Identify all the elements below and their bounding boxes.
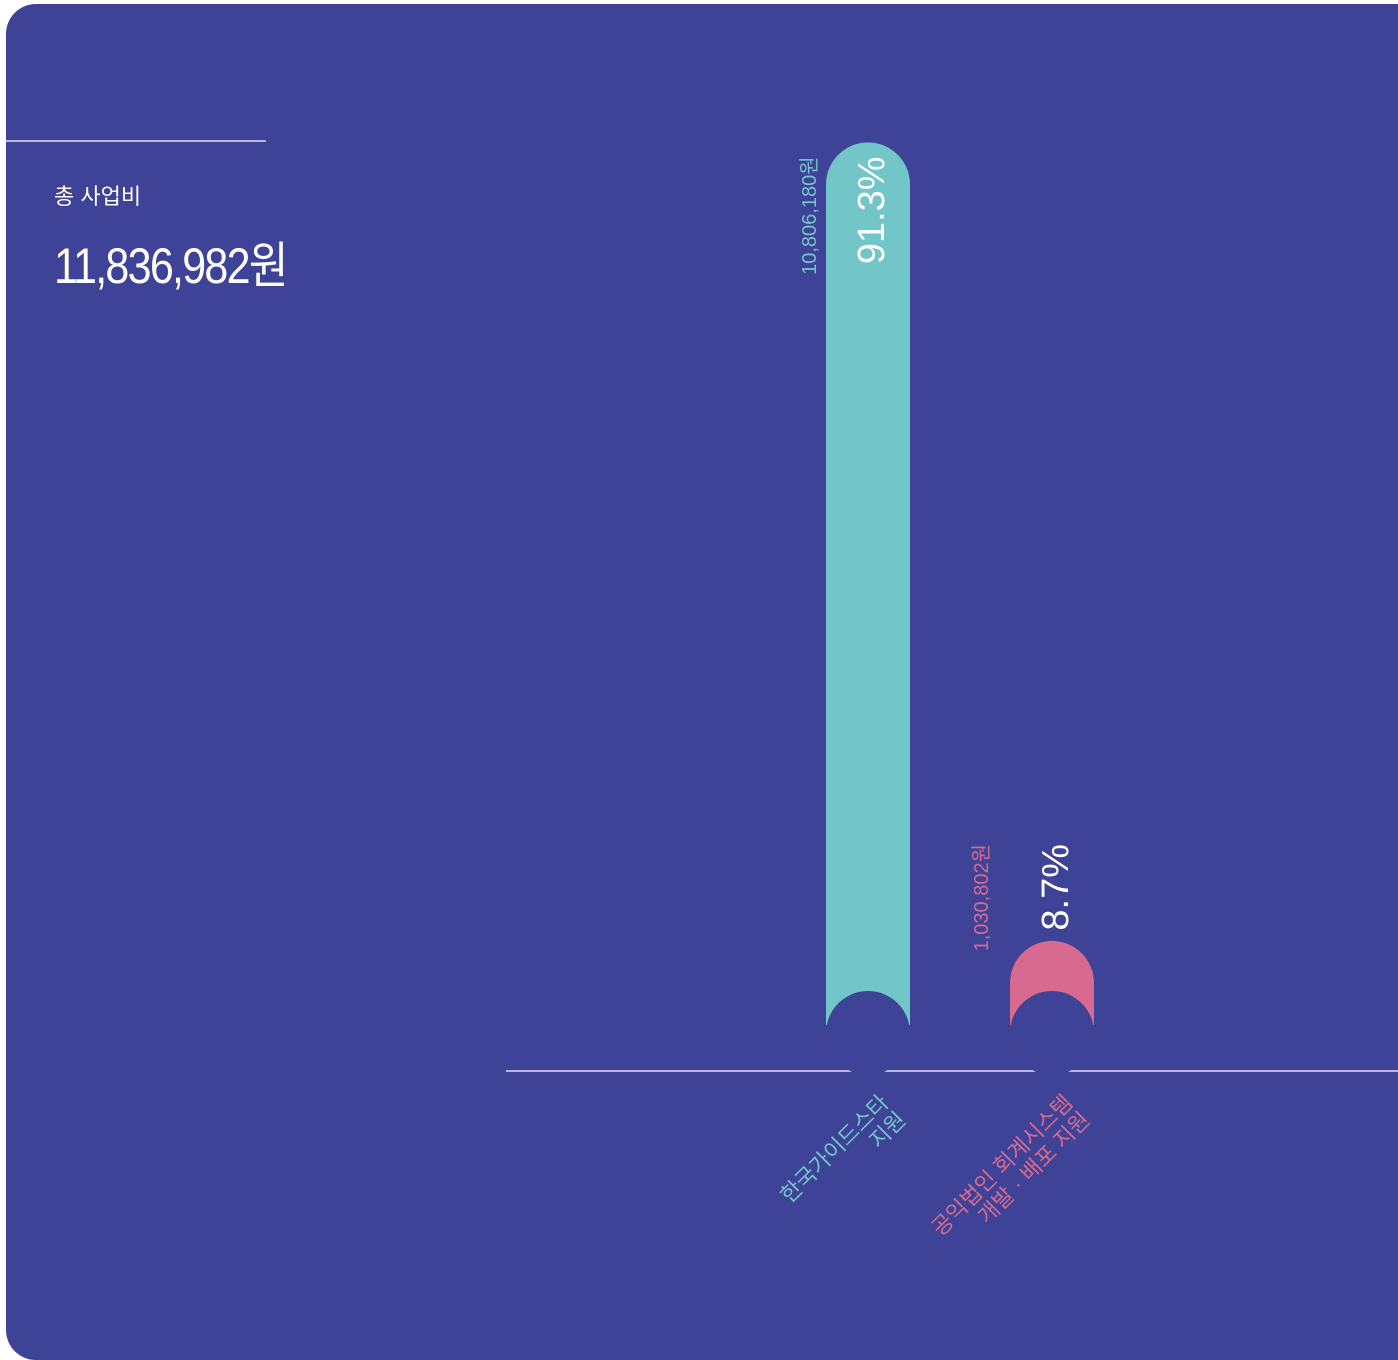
value-label-guidestar-support: 91.3% xyxy=(851,156,893,264)
category-label-line: 공익법인 회계시스템 xyxy=(927,1090,1078,1241)
category-label-guidestar-support: 한국가이드스타지원 xyxy=(776,1090,911,1225)
bar-guidestar-support xyxy=(826,142,910,1025)
amount-label-accounting-system-support: 1,030,802원 xyxy=(970,844,993,951)
category-label-accounting-system-support: 공익법인 회계시스템개발 · 배포 지원 xyxy=(927,1090,1095,1258)
total-cost-value: 11,836,982원 xyxy=(54,238,288,294)
bar-notch-guidestar-support xyxy=(826,991,910,1075)
value-label-accounting-system-support: 8.7% xyxy=(1035,844,1077,931)
total-cost-label: 총 사업비 xyxy=(54,184,142,209)
amount-label-guidestar-support: 10,806,180원 xyxy=(798,156,821,275)
category-label-line: 한국가이드스타 xyxy=(776,1090,894,1208)
bar-notch-accounting-system-support xyxy=(1010,991,1094,1075)
